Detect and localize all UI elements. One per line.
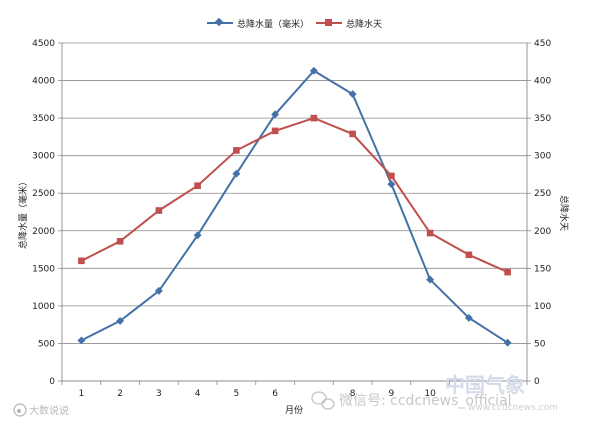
data-point-precipitation-days: [388, 172, 395, 180]
data-point-precipitation-days: [504, 268, 511, 276]
right-y-tick-label: 300: [534, 152, 551, 162]
logo-text: 中国气象: [445, 373, 525, 397]
x-tick-label: 2: [117, 389, 123, 399]
left-y-tick-label: 2500: [32, 189, 55, 199]
series-line-precipitation-days: [80, 117, 509, 274]
x-tick-labels: 1 2 3 4 5 6 8 9 10: [79, 389, 437, 399]
right-y-tick-label: 350: [534, 114, 551, 124]
right-y-tick-label: 100: [534, 302, 551, 312]
legend-label-precipitation-days: 总降水天: [346, 18, 382, 30]
wechat-account-label: 微信号: ccdcnews_official: [339, 393, 512, 409]
data-point-precipitation-amount: [232, 169, 241, 178]
watermark-logo: 中国气象 www.ccdcnews.com: [445, 373, 558, 413]
axes: [58, 42, 531, 385]
wechat-icon: [311, 391, 335, 410]
left-y-tick-label: 1500: [32, 264, 55, 274]
x-tick-label: 6: [272, 389, 278, 399]
left-y-tick-labels: 0 500 1000 1500 2000 2500 3000 3500 4000 4500: [32, 39, 55, 387]
right-y-tick-label: 450: [534, 39, 551, 49]
x-tick-label: 1: [79, 389, 85, 399]
data-point-precipitation-days: [78, 257, 85, 265]
left-y-axis-title: 总降水量（毫米）: [17, 177, 29, 249]
right-y-tick-label: 250: [534, 189, 551, 199]
watermark-wechat: 微信号: ccdcnews_official: [311, 391, 512, 410]
data-point-precipitation-days: [349, 130, 356, 138]
data-point-precipitation-amount: [426, 275, 435, 284]
legend-label-precipitation-amount: 总降水量（毫米）: [237, 18, 309, 30]
data-point-precipitation-amount: [464, 313, 473, 322]
x-tick-label: 10: [424, 389, 436, 399]
right-y-tick-labels: 0 50 100 150 200 250 300 350 400 450: [534, 39, 551, 387]
data-point-precipitation-amount: [154, 286, 163, 295]
legend: 总降水量（毫米） 总降水天: [207, 17, 382, 30]
data-point-precipitation-days: [155, 207, 163, 214]
right-y-tick-label: 150: [534, 264, 551, 274]
corner-label: 大数说说: [29, 404, 69, 417]
left-y-tick-label: 3500: [32, 114, 55, 124]
right-y-tick-label: 50: [534, 339, 546, 349]
legend-item-precipitation-days: 总降水天: [316, 18, 382, 30]
series-layer: [77, 66, 512, 347]
left-y-tick-label: 3000: [32, 152, 55, 162]
legend-marker-square: [325, 19, 332, 26]
data-point-precipitation-amount: [387, 180, 396, 189]
data-point-precipitation-days: [194, 182, 201, 190]
series-line-precipitation-amount: [80, 69, 509, 344]
data-point-precipitation-days: [116, 237, 124, 245]
data-point-precipitation-days: [426, 229, 434, 237]
right-y-axis-title: 总降水天: [558, 195, 570, 231]
watermark-corner: 大数说说: [13, 403, 69, 417]
left-y-tick-label: 0: [49, 377, 55, 387]
right-y-tick-label: 0: [534, 377, 540, 387]
left-y-tick-label: 4500: [32, 39, 55, 49]
weibo-icon: [13, 403, 27, 417]
data-point-precipitation-days: [271, 127, 279, 135]
x-axis-title: 月份: [285, 404, 303, 416]
data-point-precipitation-days: [465, 251, 473, 259]
x-tick-label: 5: [234, 389, 240, 399]
data-point-precipitation-amount: [503, 338, 512, 347]
left-y-tick-label: 1000: [32, 302, 55, 312]
data-point-precipitation-days: [310, 114, 318, 122]
data-point-precipitation-days: [233, 147, 240, 154]
logo-url: www.ccdcnews.com: [468, 403, 558, 413]
x-tick-label: 3: [156, 389, 162, 399]
x-tick-label: 9: [389, 389, 395, 399]
left-y-tick-label: 500: [38, 339, 55, 349]
left-y-tick-label: 2000: [32, 227, 55, 237]
right-y-tick-label: 400: [534, 77, 551, 87]
left-y-tick-label: 4000: [32, 77, 55, 87]
x-tick-label: 4: [195, 389, 201, 399]
data-point-precipitation-amount: [193, 231, 202, 240]
right-y-tick-label: 200: [534, 227, 551, 237]
x-tick-label: 8: [350, 389, 356, 399]
